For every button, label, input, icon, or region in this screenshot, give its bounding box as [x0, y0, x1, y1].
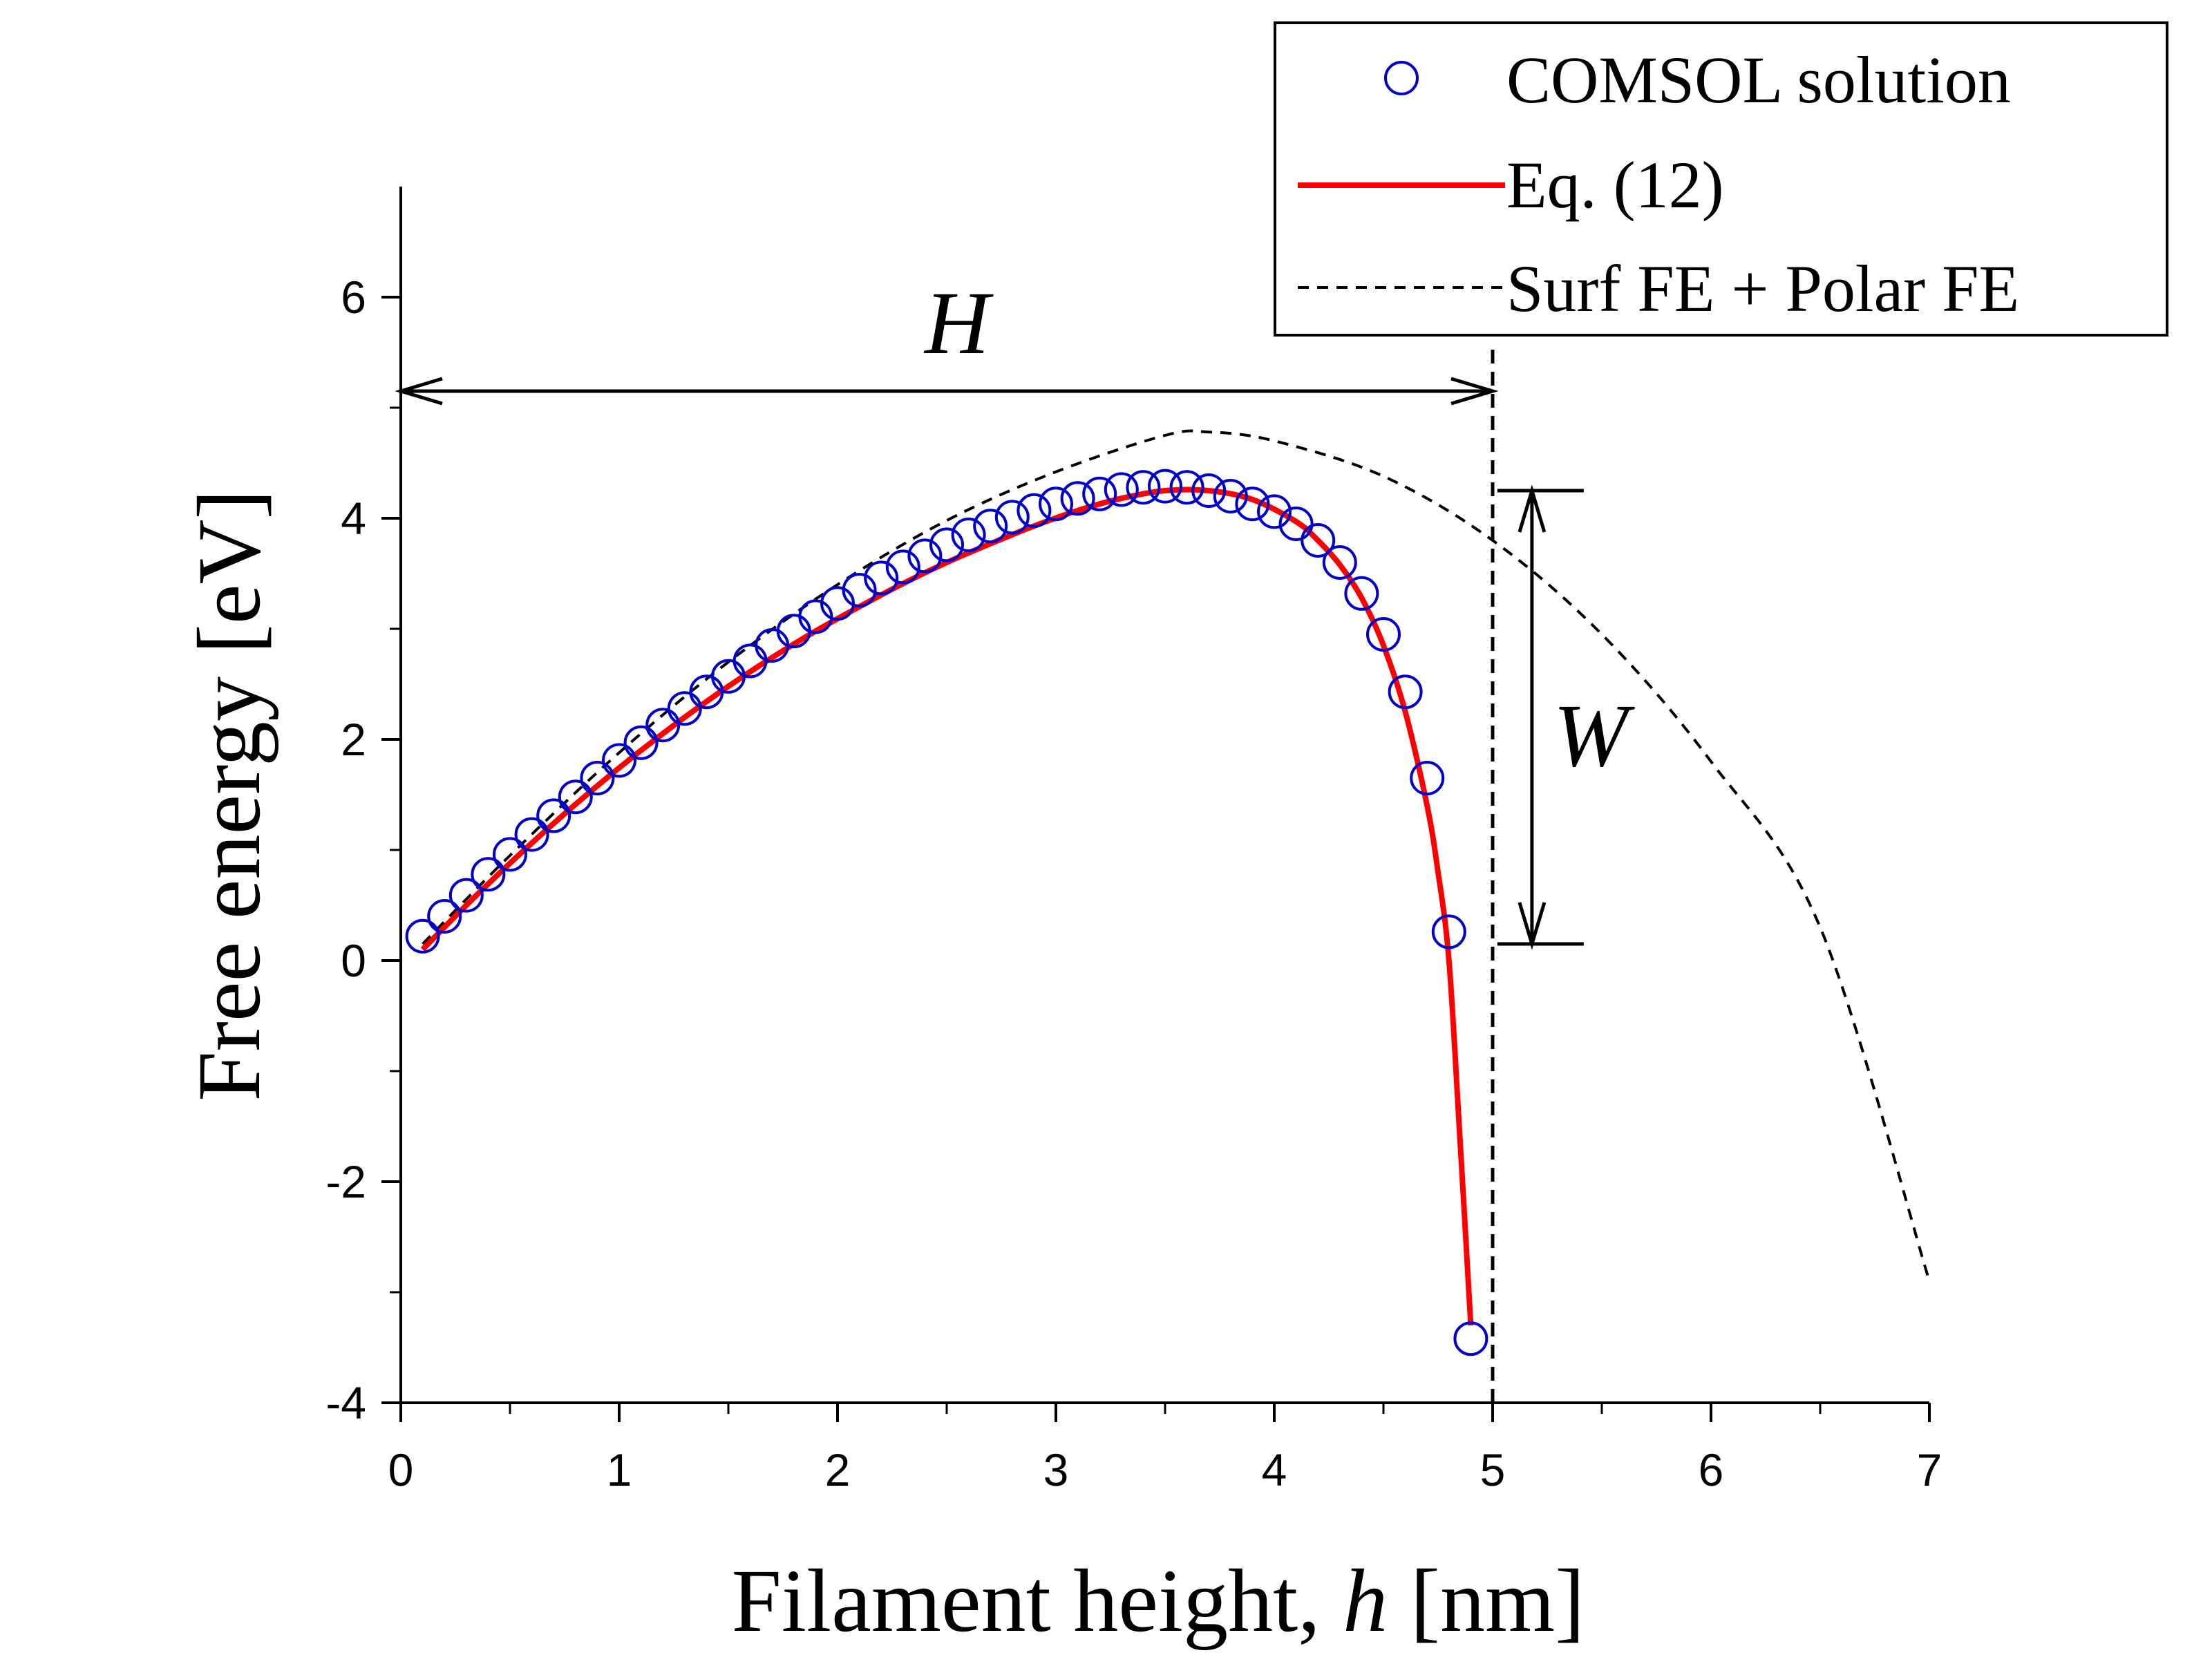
tick-labels: 0 1 2 3 4 5 6 7 -4 -2 0 2 4 6 [325, 272, 1942, 1495]
comsol-markers [405, 469, 1488, 1356]
comsol-data-point [820, 586, 855, 621]
y-tick-label: -4 [325, 1377, 366, 1428]
w-annotation-label: W [1553, 686, 1636, 786]
x-tick-label: 0 [388, 1444, 414, 1495]
comsol-data-point [1148, 469, 1182, 504]
y-tick-label: 2 [341, 714, 366, 765]
comsol-data-point [798, 599, 833, 634]
comsol-data-point [514, 817, 549, 852]
comsol-data-point [1431, 914, 1466, 949]
y-tick-label: 4 [341, 493, 366, 544]
comsol-data-point [405, 918, 440, 954]
comsol-data-point [645, 708, 681, 743]
x-tick-label: 2 [825, 1444, 851, 1495]
comsol-data-point [623, 725, 659, 760]
x-tick-label: 4 [1262, 1444, 1287, 1495]
x-axis-title: Filament height, h [nm] [732, 1551, 1585, 1651]
comsol-data-point [1191, 473, 1227, 508]
y-axis-title: Free energy [eV] [180, 489, 279, 1102]
x-axis-title-italic-h: h [1343, 1551, 1388, 1651]
h-arrow-right-head [1450, 377, 1499, 406]
x-tick-label: 7 [1917, 1444, 1942, 1495]
comsol-data-point [842, 573, 877, 607]
ticks [381, 296, 1931, 1422]
x-tick-label: 6 [1699, 1444, 1724, 1495]
legend-surf-polar-label: Surf FE + Polar FE [1506, 252, 2019, 325]
comsol-data-point [1169, 470, 1204, 505]
comsol-data-point [885, 549, 920, 585]
y-tick-label: 6 [341, 272, 366, 323]
w-arrow-bottom-head [1518, 902, 1547, 950]
comsol-data-point [493, 837, 527, 872]
x-axis-title-part-1: Filament height, [732, 1551, 1343, 1651]
comsol-data-point [1257, 494, 1292, 529]
comsol-data-point [1388, 674, 1423, 710]
comsol-data-point [994, 500, 1030, 535]
comsol-data-point [602, 743, 636, 778]
comsol-data-point [1301, 523, 1336, 558]
comsol-data-point [973, 509, 1008, 544]
comsol-data-point [1322, 545, 1357, 580]
comsol-data-point [1344, 576, 1379, 611]
comsol-data-point [951, 518, 986, 552]
comsol-data-point [471, 857, 506, 892]
legend-comsol-marker [1384, 61, 1419, 95]
comsol-data-point [1235, 486, 1270, 522]
comsol-data-point [427, 899, 462, 934]
comsol-data-point [1213, 479, 1248, 513]
comsol-data-point [864, 560, 899, 596]
legend-comsol-label: COMSOL solution [1506, 43, 2011, 117]
comsol-data-point [1039, 486, 1073, 522]
comsol-data-point [1060, 481, 1095, 516]
comsol-data-point [1126, 470, 1161, 505]
surf-polar-fe-line [422, 429, 1929, 1282]
comsol-data-point [1278, 507, 1314, 541]
x-tick-label: 5 [1480, 1444, 1506, 1495]
y-tick-label: 0 [341, 935, 366, 986]
comsol-data-point [1366, 617, 1401, 652]
comsol-data-point [558, 779, 593, 815]
legend-box [1274, 21, 2168, 337]
comsol-data-point [1104, 472, 1139, 507]
y-tick-label: -2 [325, 1156, 366, 1207]
legend: COMSOL solution Eq. (12) Surf FE + Polar… [1274, 21, 2168, 337]
x-axis-title-part-3: [nm] [1388, 1551, 1585, 1651]
h-arrow-left-head [395, 377, 443, 406]
comsol-data-point [929, 527, 964, 562]
h-annotation-label: H [923, 274, 994, 373]
comsol-data-point [1082, 476, 1117, 511]
comsol-data-point [667, 691, 702, 726]
legend-eq12-label: Eq. (12) [1506, 148, 1724, 222]
comsol-data-point [1453, 1321, 1488, 1356]
comsol-data-point [448, 878, 484, 913]
comsol-data-point [1410, 761, 1445, 795]
comsol-data-point [580, 761, 615, 795]
comsol-data-point [907, 538, 943, 574]
annotations: HW [395, 274, 1636, 1403]
w-arrow-top-head [1518, 484, 1547, 533]
x-tick-label: 3 [1043, 1444, 1069, 1495]
comsol-data-point [1017, 493, 1052, 528]
comsol-data-point [536, 798, 571, 833]
x-tick-label: 1 [607, 1444, 632, 1495]
